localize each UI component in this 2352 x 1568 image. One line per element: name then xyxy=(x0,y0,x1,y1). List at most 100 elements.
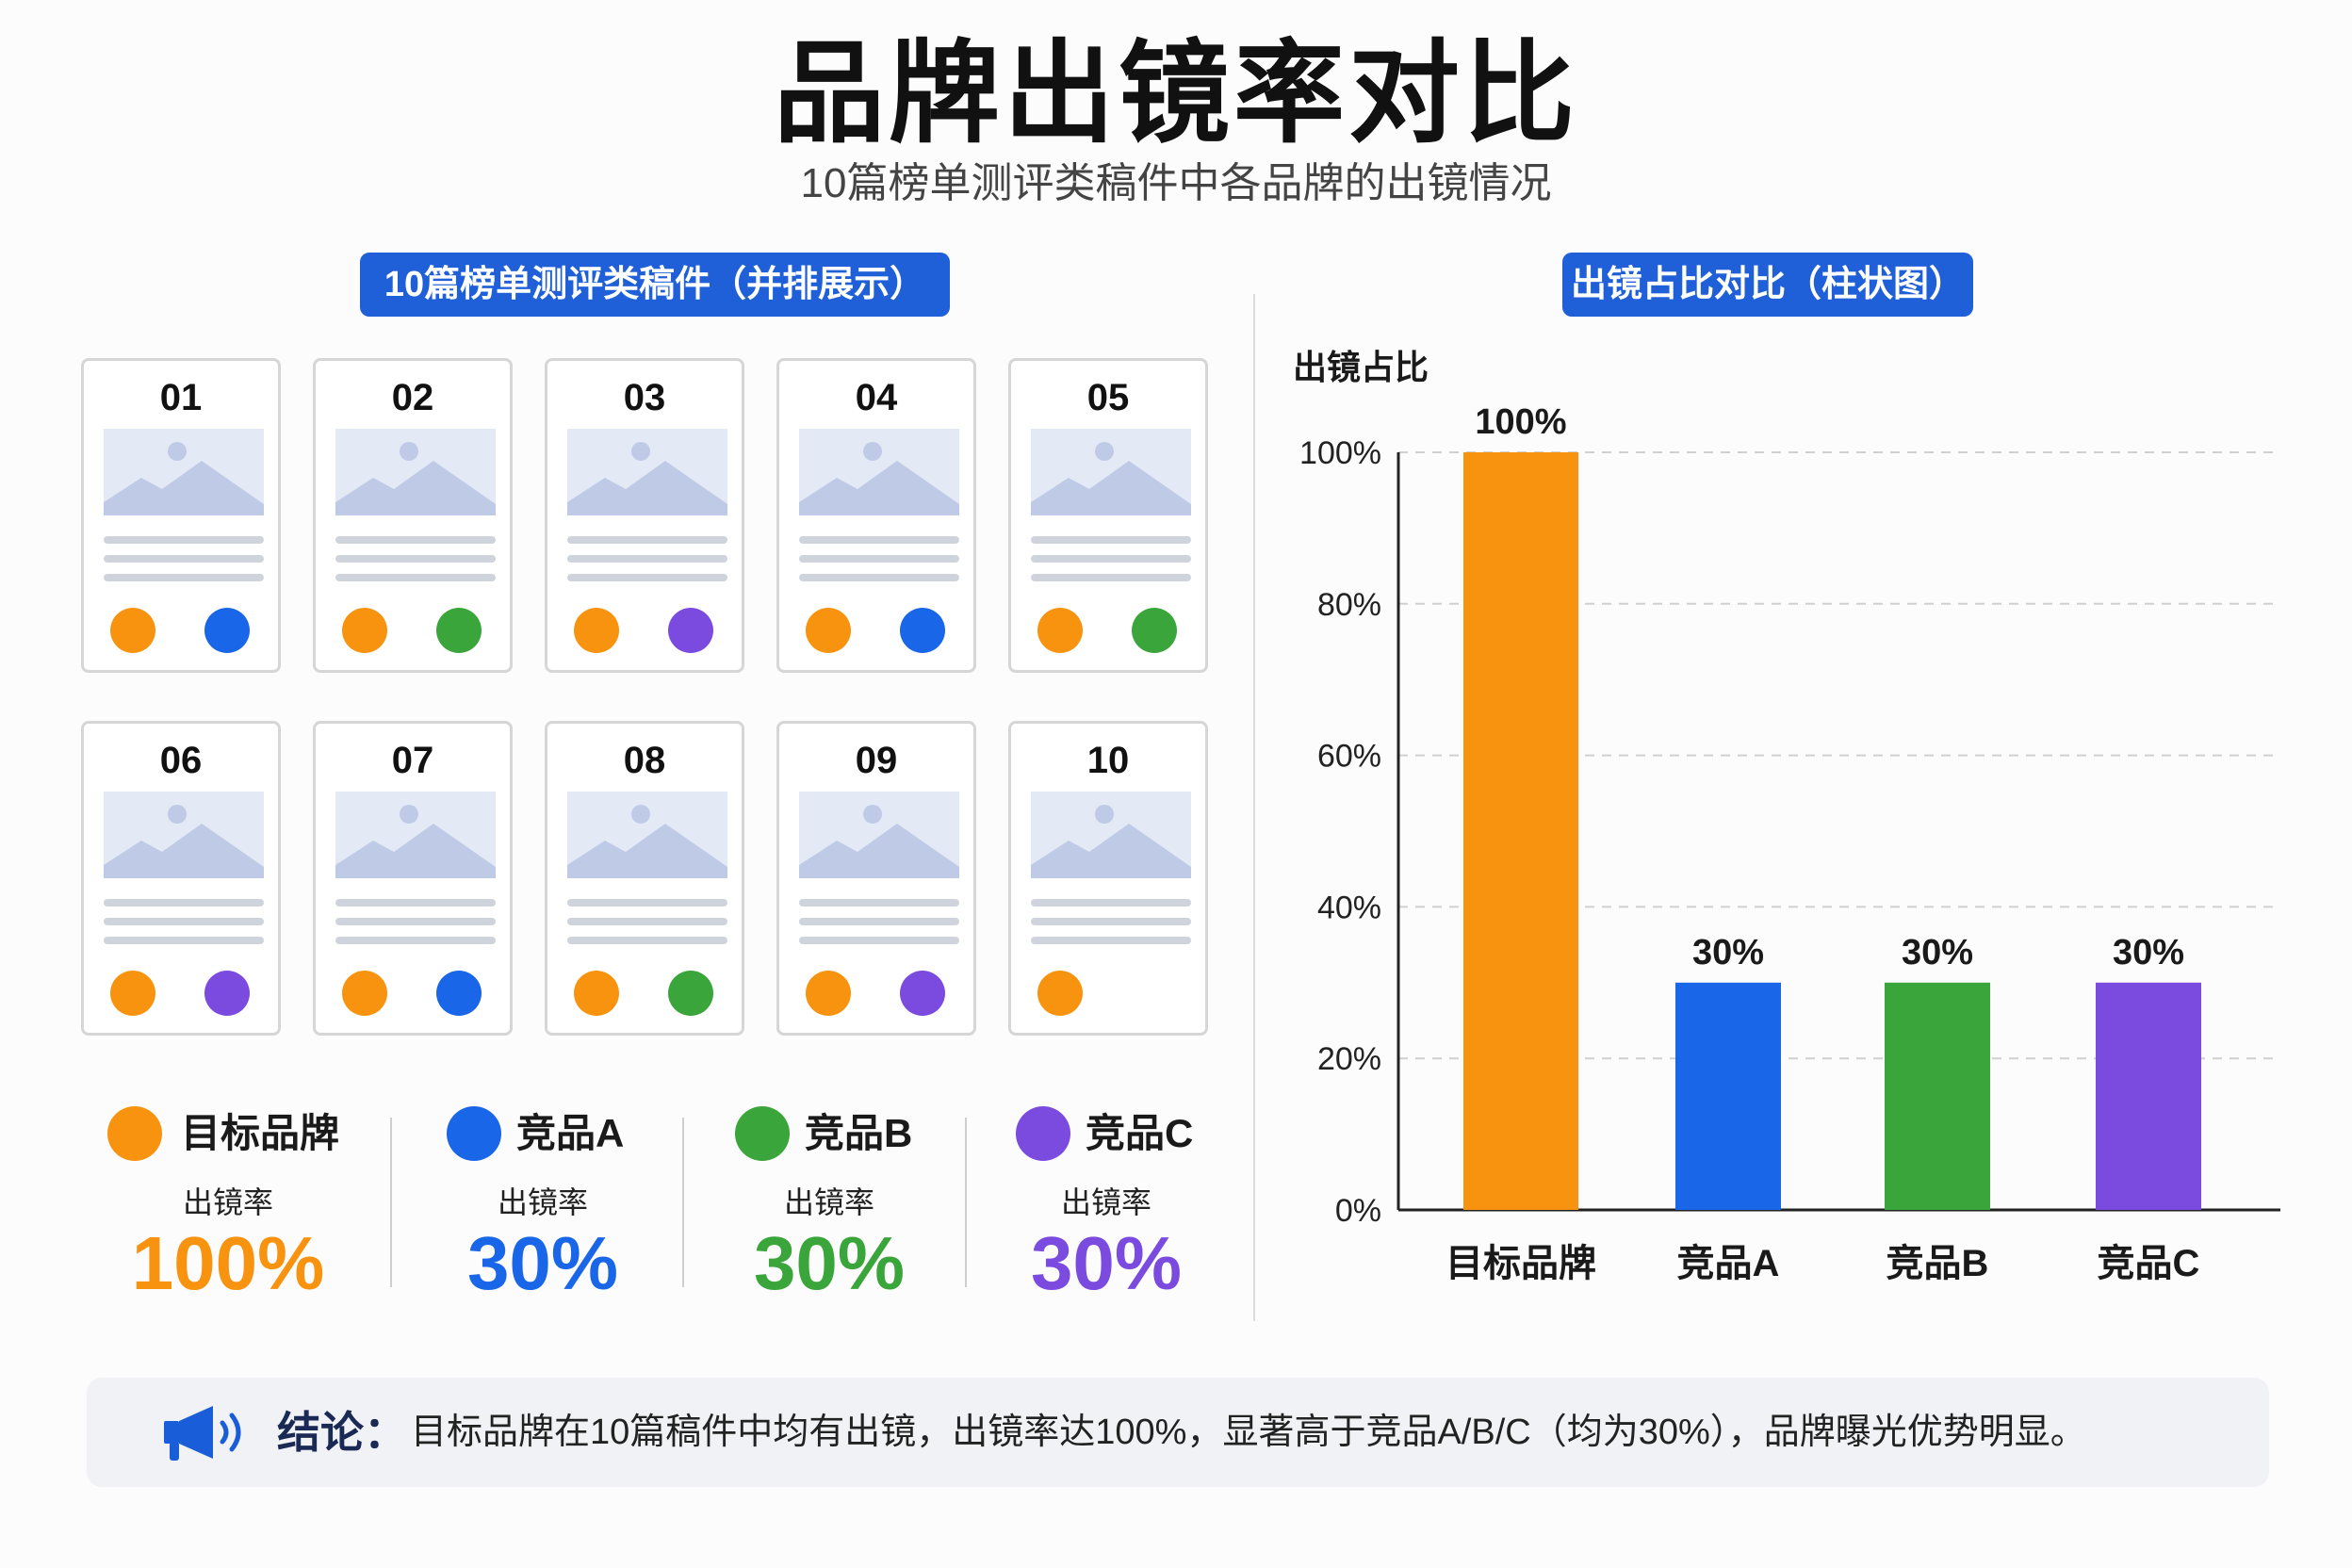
text-line-placeholder xyxy=(104,937,264,944)
text-line-placeholder xyxy=(799,918,959,925)
text-line-placeholder xyxy=(799,574,959,581)
article-card-number: 01 xyxy=(159,377,203,418)
brand-dot-target xyxy=(342,608,387,653)
brand-dot-target xyxy=(806,608,851,653)
page-title: 品牌出镜率对比 xyxy=(773,32,1578,156)
article-card-number: 06 xyxy=(159,740,203,781)
brand-dot-a xyxy=(900,608,945,653)
bar-value-label: 30% xyxy=(2113,933,2184,972)
bar-value-label: 30% xyxy=(1902,933,1973,972)
x-tick-label: 竞品B xyxy=(1886,1243,1989,1284)
text-line-placeholder xyxy=(104,555,264,563)
brand-dot-target xyxy=(110,971,155,1016)
legend-dot-a xyxy=(447,1106,501,1161)
image-placeholder-icon xyxy=(567,429,727,515)
article-card-number: 09 xyxy=(855,740,898,781)
text-line-placeholder xyxy=(1031,555,1191,563)
legend-separator xyxy=(965,1118,967,1287)
legend-rate-label: 出镜率 xyxy=(497,1185,588,1219)
image-placeholder-icon xyxy=(567,792,727,878)
brand-dot-target xyxy=(342,971,387,1016)
page-subtitle: 10篇榜单测评类稿件中各品牌的出镜情况 xyxy=(800,160,1552,206)
brand-dot-a xyxy=(204,608,250,653)
legend-rate-value: 30% xyxy=(1030,1221,1183,1305)
article-card-number: 07 xyxy=(391,740,434,781)
image-placeholder-icon xyxy=(1031,429,1191,515)
article-card: 02 xyxy=(313,358,513,673)
bar-chart: 0% 20% 40% 60% 80% 100% 100% 目标品牌 30% 竞品A 30% 竞品B 30… xyxy=(1299,402,2280,1284)
legend-dot-target xyxy=(107,1106,162,1161)
brand-dot-target xyxy=(1037,608,1083,653)
legend-rate-label: 出镜率 xyxy=(182,1185,273,1219)
legend-separator xyxy=(390,1118,392,1287)
text-line-placeholder xyxy=(799,899,959,906)
legend-rate-value: 30% xyxy=(466,1221,619,1305)
legend-name: 目标品牌 xyxy=(181,1111,340,1155)
image-placeholder-icon xyxy=(799,429,959,515)
right-panel-heading: 出镜占比对比（柱状图） xyxy=(1562,253,1973,317)
x-tick-label: 竞品C xyxy=(2098,1243,2200,1284)
brand-dot-b xyxy=(1132,608,1177,653)
brand-dot-target xyxy=(1037,971,1083,1016)
article-card-number: 05 xyxy=(1086,377,1130,418)
text-line-placeholder xyxy=(567,918,727,925)
text-line-placeholder xyxy=(1031,899,1191,906)
article-card: 07 xyxy=(313,721,513,1036)
text-line-placeholder xyxy=(335,574,496,581)
text-line-placeholder xyxy=(799,937,959,944)
legend-separator xyxy=(682,1118,684,1287)
article-card-number: 08 xyxy=(623,740,666,781)
conclusion-label: 结论： xyxy=(277,1408,407,1457)
brand-dot-target xyxy=(110,608,155,653)
text-line-placeholder xyxy=(567,536,727,544)
article-card: 06 xyxy=(81,721,281,1036)
text-line-placeholder xyxy=(799,536,959,544)
legend-rate-value: 30% xyxy=(753,1221,906,1305)
bar-value-label: 30% xyxy=(1692,933,1764,972)
text-line-placeholder xyxy=(335,937,496,944)
x-tick-label: 竞品A xyxy=(1677,1243,1780,1284)
article-card: 09 xyxy=(776,721,976,1036)
megaphone-icon xyxy=(164,1406,241,1461)
legend-rate-value: 100% xyxy=(131,1221,325,1305)
brand-dot-a xyxy=(436,971,482,1016)
text-line-placeholder xyxy=(1031,937,1191,944)
y-tick-label: 100% xyxy=(1299,435,1381,471)
image-placeholder-icon xyxy=(799,792,959,878)
legend-rate-label: 出镜率 xyxy=(783,1185,874,1219)
text-line-placeholder xyxy=(1031,918,1191,925)
article-card: 10 xyxy=(1008,721,1208,1036)
text-line-placeholder xyxy=(335,555,496,563)
legend-rate-label: 出镜率 xyxy=(1060,1185,1152,1219)
article-card: 04 xyxy=(776,358,976,673)
bar xyxy=(1463,452,1578,1210)
text-line-placeholder xyxy=(104,574,264,581)
legend-name: 竞品A xyxy=(516,1111,625,1155)
bar xyxy=(1675,982,1781,1210)
text-line-placeholder xyxy=(567,574,727,581)
chart-y-axis-label: 出镜占比 xyxy=(1293,348,1429,386)
image-placeholder-icon xyxy=(104,792,264,878)
text-line-placeholder xyxy=(1031,574,1191,581)
bar-value-label: 100% xyxy=(1475,402,1566,442)
brand-dot-target xyxy=(574,608,619,653)
text-line-placeholder xyxy=(104,918,264,925)
article-card-number: 10 xyxy=(1086,740,1130,781)
y-tick-label: 60% xyxy=(1317,739,1381,775)
text-line-placeholder xyxy=(567,899,727,906)
text-line-placeholder xyxy=(335,536,496,544)
text-line-placeholder xyxy=(104,536,264,544)
text-line-placeholder xyxy=(1031,536,1191,544)
conclusion-text: 目标品牌在10篇稿件中均有出镜，出镜率达100%，显著高于竞品A/B/C（均为3… xyxy=(411,1413,2086,1452)
bar xyxy=(1885,982,1990,1210)
brand-dot-b xyxy=(436,608,482,653)
legend-dot-b xyxy=(735,1106,790,1161)
article-card-number: 04 xyxy=(855,377,898,418)
panel-divider xyxy=(1253,294,1255,1321)
y-tick-label: 80% xyxy=(1317,587,1381,623)
y-tick-label: 0% xyxy=(1335,1193,1381,1229)
bar xyxy=(2096,982,2201,1210)
image-placeholder-icon xyxy=(1031,792,1191,878)
brand-dot-c xyxy=(900,971,945,1016)
article-card: 08 xyxy=(545,721,744,1036)
